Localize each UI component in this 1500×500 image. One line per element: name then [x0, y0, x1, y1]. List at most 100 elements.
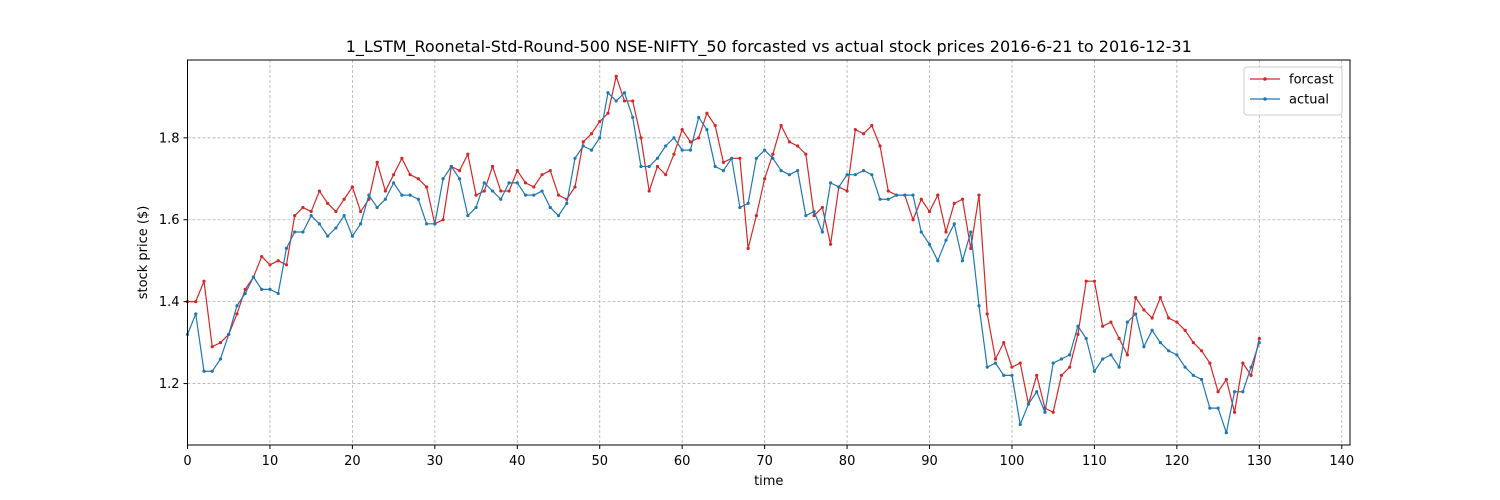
data-point	[787, 140, 791, 144]
data-point	[903, 193, 907, 197]
data-point	[870, 123, 874, 128]
data-point	[878, 144, 882, 148]
data-point	[730, 156, 734, 160]
x-tick-label: 90	[921, 454, 938, 469]
data-point	[771, 156, 775, 160]
data-point	[1076, 324, 1080, 328]
data-point	[861, 168, 866, 173]
data-point	[1224, 431, 1228, 435]
data-point	[1092, 279, 1097, 283]
data-point	[779, 168, 783, 173]
data-point	[556, 214, 561, 218]
data-point	[1191, 373, 1195, 377]
data-point	[697, 136, 701, 140]
data-point	[1175, 320, 1179, 324]
legend-label-actual: actual	[1289, 93, 1329, 108]
data-point	[210, 345, 214, 349]
x-tick-label: 130	[1247, 454, 1272, 469]
data-point	[317, 222, 322, 226]
data-point	[309, 214, 313, 218]
data-point	[515, 181, 519, 185]
data-point	[1035, 390, 1039, 394]
data-point	[820, 230, 824, 234]
data-point	[482, 181, 486, 185]
data-point	[1125, 353, 1129, 357]
data-point	[919, 230, 923, 234]
data-point	[1241, 361, 1245, 365]
x-tick-label: 30	[427, 454, 444, 469]
data-point	[977, 193, 981, 197]
data-point	[1109, 353, 1113, 357]
data-point	[309, 209, 313, 214]
data-point	[1208, 361, 1212, 365]
data-point	[1084, 279, 1088, 283]
data-point	[416, 177, 420, 181]
data-point	[672, 152, 676, 156]
data-point	[573, 185, 577, 189]
data-point	[672, 136, 676, 140]
data-point	[194, 300, 198, 304]
data-point	[952, 222, 956, 226]
data-point	[1175, 353, 1179, 357]
data-point	[614, 74, 618, 78]
data-point	[927, 242, 932, 246]
data-point	[1010, 365, 1014, 369]
data-point	[919, 197, 923, 201]
data-point	[763, 177, 767, 181]
data-point	[820, 205, 824, 210]
data-point	[655, 156, 660, 160]
data-point	[507, 189, 511, 193]
data-point	[284, 246, 289, 250]
data-point	[367, 193, 371, 197]
data-point	[227, 332, 231, 337]
data-point	[721, 168, 726, 173]
data-point	[985, 312, 989, 316]
data-point	[705, 111, 709, 115]
data-point	[466, 152, 470, 156]
data-point	[1216, 390, 1220, 394]
data-point	[1068, 365, 1072, 369]
data-point	[210, 369, 214, 373]
data-point	[350, 234, 354, 238]
data-point	[1134, 295, 1138, 300]
data-point	[606, 91, 610, 95]
data-point	[499, 189, 503, 193]
data-point	[441, 218, 445, 222]
data-point	[218, 357, 223, 361]
data-point	[235, 312, 239, 316]
data-point	[532, 193, 536, 197]
data-point	[771, 152, 775, 156]
data-point	[268, 287, 272, 291]
data-point	[1224, 377, 1228, 382]
y-axis-label: stock price ($)	[136, 206, 151, 300]
data-point	[1232, 410, 1237, 414]
data-point	[878, 197, 882, 201]
x-tick-label: 140	[1329, 454, 1354, 469]
data-point	[828, 181, 833, 185]
data-point	[1084, 336, 1088, 341]
data-point	[408, 193, 412, 197]
data-point	[416, 197, 420, 201]
data-point	[425, 222, 429, 226]
data-point	[1249, 373, 1253, 377]
data-point	[746, 201, 750, 205]
x-tick-label: 100	[1000, 454, 1025, 469]
series-actual	[185, 91, 1261, 435]
y-tick-label: 1.4	[159, 295, 180, 310]
plot-frame	[187, 59, 1351, 446]
data-point	[804, 214, 808, 218]
data-point	[1200, 349, 1204, 353]
data-point	[680, 128, 684, 132]
data-point	[1059, 373, 1064, 377]
data-point	[1117, 336, 1121, 341]
data-point	[952, 201, 956, 205]
data-point	[540, 173, 544, 177]
data-point	[631, 115, 635, 119]
data-point	[779, 123, 783, 128]
data-point	[1191, 341, 1195, 345]
data-point	[1051, 361, 1055, 365]
data-point	[350, 185, 354, 189]
data-point	[284, 263, 289, 267]
data-point	[243, 287, 247, 291]
data-point	[886, 197, 890, 201]
